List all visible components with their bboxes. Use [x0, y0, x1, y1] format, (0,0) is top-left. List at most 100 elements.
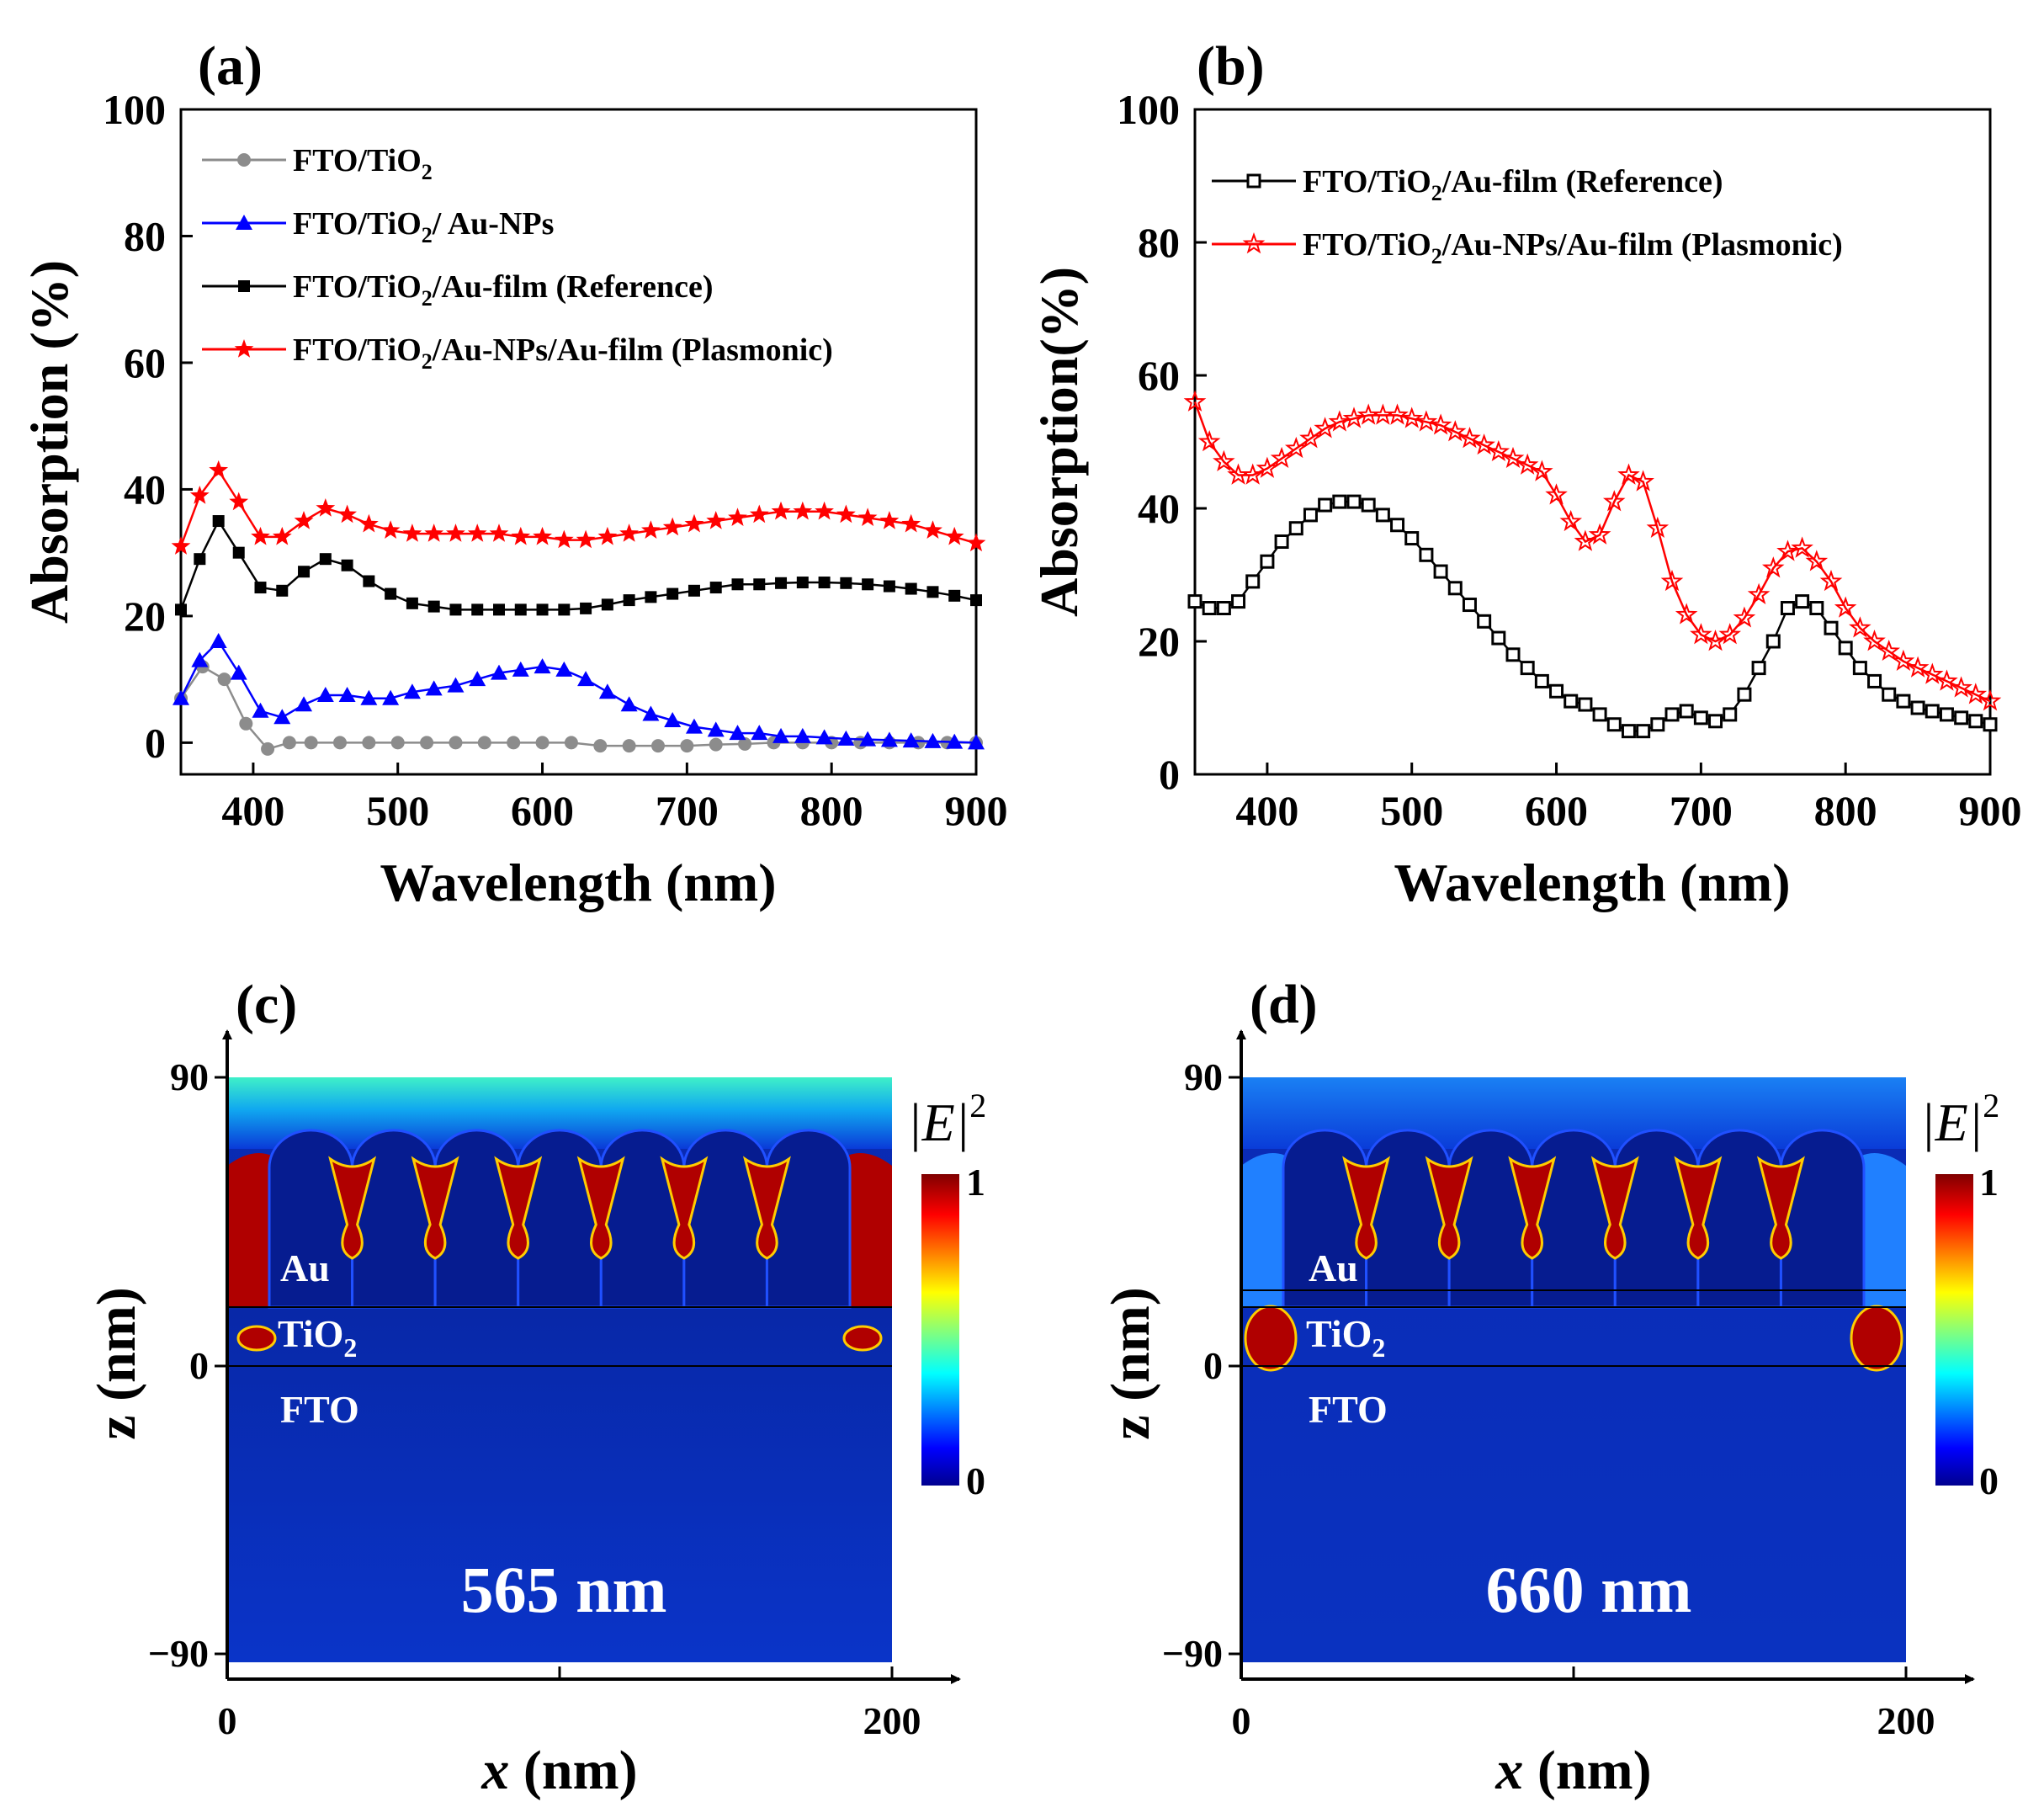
z-tick-0-d: 0: [1203, 1344, 1223, 1387]
data-point: [1433, 564, 1448, 579]
data-point: [1795, 594, 1810, 609]
legend-label: FTO/TiO2/Au-film (Reference): [293, 269, 714, 311]
y-tick-label: 40: [124, 465, 166, 513]
data-point: [1564, 694, 1579, 709]
data-point: [1346, 494, 1362, 509]
data-point: [1791, 536, 1813, 558]
wavelength-label-c: 565 nm: [461, 1553, 667, 1626]
data-point: [771, 501, 791, 520]
data-point: [298, 566, 311, 578]
legend-label: FTO/TiO2/Au-film (Reference): [1303, 164, 1723, 205]
data-point: [232, 546, 245, 559]
data-point: [1531, 460, 1553, 481]
data-point: [189, 486, 210, 504]
data-point: [212, 515, 225, 528]
series-2: [175, 515, 982, 616]
data-point: [576, 529, 596, 549]
data-point: [425, 680, 443, 696]
data-point: [731, 578, 744, 591]
data-point: [209, 460, 229, 479]
data-point: [1809, 601, 1824, 615]
data-point: [1400, 407, 1424, 428]
data-point: [619, 524, 639, 542]
x-axis-label-d: x (nm): [1495, 1740, 1651, 1801]
data-point: [1245, 574, 1261, 589]
data-point: [1950, 676, 1972, 698]
data-point: [728, 508, 747, 526]
data-point: [471, 603, 484, 616]
data-point: [230, 664, 247, 680]
data-point: [601, 598, 613, 611]
data-point: [1679, 704, 1694, 719]
data-point: [901, 513, 921, 533]
data-point: [360, 689, 378, 705]
data-point: [385, 587, 397, 600]
data-point: [818, 577, 831, 589]
x-tick-200-d: 200: [1877, 1699, 1935, 1742]
data-point: [1690, 623, 1712, 645]
data-point: [883, 580, 895, 593]
data-point: [1617, 463, 1640, 485]
data-point: [447, 677, 465, 693]
data-point: [707, 721, 725, 737]
gap-hotspot: [1425, 1156, 1473, 1260]
plot-frame-b: [1193, 108, 1992, 776]
data-point: [1288, 521, 1303, 536]
data-point: [1332, 494, 1347, 509]
x-tick-0-d: 0: [1232, 1699, 1251, 1742]
panel-a: (a) 400 500 600 700 800 900 0 20 40 60 80 100 FTO/T…: [19, 35, 1008, 912]
data-point: [924, 732, 942, 748]
data-point: [363, 575, 375, 587]
data-point: [252, 702, 269, 718]
series-line: [1194, 500, 1991, 732]
data-point: [294, 511, 314, 529]
data-point: [338, 686, 356, 702]
colorbar-max-c: 1: [966, 1161, 985, 1204]
nanoparticle: [268, 1129, 354, 1309]
data-point: [706, 511, 726, 529]
data-point: [282, 736, 296, 750]
x-tick-200-c: 200: [863, 1699, 921, 1742]
data-point: [1636, 724, 1651, 739]
y-tick-label: 80: [124, 212, 166, 259]
panel-d: (d) Au TiO2 FTO 660 nm 90 0 −90 0 200 x …: [1100, 974, 1999, 1801]
data-point: [362, 736, 376, 750]
data-point: [1443, 420, 1467, 442]
gap-hotspot: [1508, 1156, 1557, 1260]
data-point: [772, 727, 790, 743]
nanoparticle: [1779, 1129, 1866, 1309]
data-point: [1318, 497, 1333, 513]
data-point: [359, 513, 379, 533]
data-point: [1704, 630, 1727, 651]
gap-hotspot: [742, 1156, 791, 1260]
data-point: [593, 739, 608, 753]
nanoparticle: [682, 1129, 768, 1309]
data-point: [862, 578, 874, 591]
data-point: [836, 504, 856, 524]
legend-marker: [236, 215, 252, 230]
data-point: [1419, 547, 1434, 562]
data-point: [1733, 606, 1756, 628]
data-point: [272, 526, 292, 545]
data-point: [1834, 596, 1857, 618]
z-tick-90-d: 90: [1184, 1055, 1223, 1098]
data-point: [1386, 403, 1409, 425]
data-point: [1906, 656, 1930, 678]
data-point: [295, 696, 313, 712]
series-0: [1187, 494, 1998, 739]
corner-hotspot-right: [842, 1325, 883, 1352]
data-point: [1202, 601, 1217, 615]
data-point: [175, 603, 187, 616]
data-point: [1473, 433, 1495, 455]
gap-hotspot: [494, 1156, 543, 1260]
nanoparticle: [433, 1129, 520, 1309]
data-point: [1621, 724, 1636, 739]
colorbar-d: [1935, 1174, 1973, 1486]
data-point: [709, 737, 723, 752]
data-point: [1675, 603, 1698, 625]
data-point: [449, 603, 462, 616]
data-point: [857, 508, 878, 526]
data-point: [229, 492, 249, 511]
data-point: [1241, 463, 1265, 485]
z-axis-label-c: z (nm): [86, 1287, 147, 1439]
